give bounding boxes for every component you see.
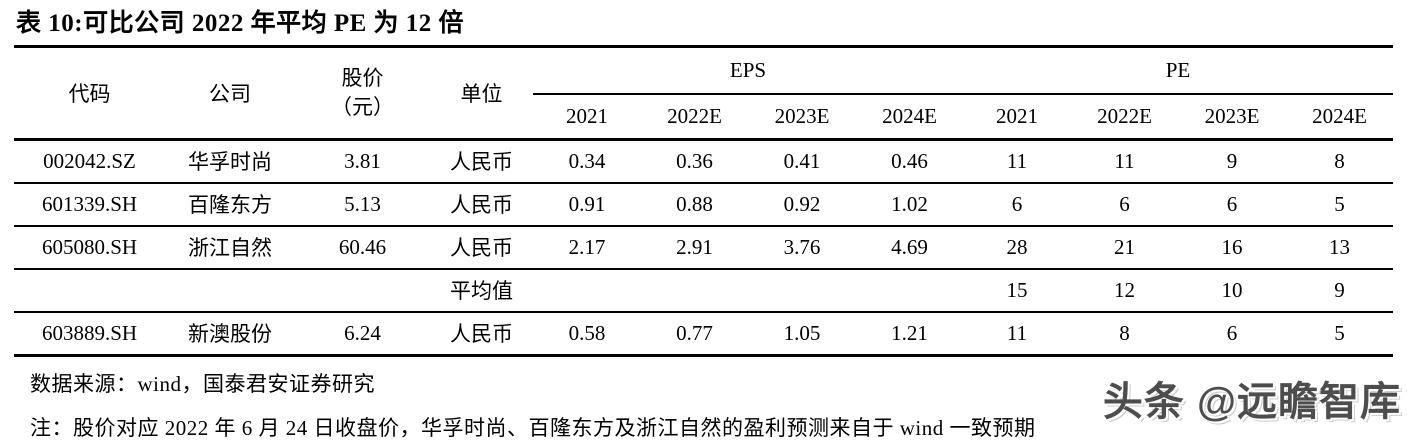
cell-company-empty — [165, 268, 295, 313]
cell-pe-2021: 28 — [963, 225, 1071, 270]
table-row-average: 平均值 15 12 10 9 — [14, 268, 1394, 313]
cell-pe-2023e: 6 — [1178, 311, 1286, 357]
data-source-note: 数据来源：wind，国泰君安证券研究 — [30, 371, 375, 396]
cell-pe-2024e: 5 — [1286, 182, 1394, 227]
cell-eps-2024e: 4.69 — [856, 225, 963, 270]
cell-unit: 人民币 — [430, 311, 533, 357]
cell-unit: 人民币 — [430, 182, 533, 227]
cell-eps-2022e-empty — [641, 268, 748, 313]
price-header-line1: 股价 — [341, 66, 384, 91]
eps-year-2021: 2021 — [533, 93, 641, 141]
pe-year-2022e: 2022E — [1071, 93, 1178, 141]
cell-company: 华孚时尚 — [165, 139, 295, 184]
cell-price: 6.24 — [295, 311, 430, 357]
cell-eps-2024e: 1.02 — [856, 182, 963, 227]
cell-eps-2024e-empty — [856, 268, 963, 313]
col-header-price: 股价 （元） — [295, 46, 430, 141]
table-row-huafu: 002042.SZ 华孚时尚 3.81 人民币 0.34 0.36 0.41 0… — [14, 139, 1394, 184]
cell-price: 60.46 — [295, 225, 430, 270]
cell-eps-2022e: 0.88 — [641, 182, 748, 227]
cell-company: 浙江自然 — [165, 225, 295, 270]
cell-pe-2023e: 6 — [1178, 182, 1286, 227]
cell-average-label: 平均值 — [430, 268, 533, 313]
pe-year-2021: 2021 — [963, 93, 1071, 141]
cell-eps-2021: 0.91 — [533, 182, 641, 227]
cell-code: 605080.SH — [14, 225, 165, 270]
cell-company: 百隆东方 — [165, 182, 295, 227]
cell-pe-2022e: 11 — [1071, 139, 1178, 184]
cell-price: 3.81 — [295, 139, 430, 184]
group-header-eps: EPS — [533, 46, 963, 95]
eps-year-2022e: 2022E — [641, 93, 748, 141]
cell-pe-2023e: 16 — [1178, 225, 1286, 270]
cell-unit: 人民币 — [430, 139, 533, 184]
cell-pe-2022e: 21 — [1071, 225, 1178, 270]
cell-code-empty — [14, 268, 165, 313]
cell-eps-2021-empty — [533, 268, 641, 313]
cell-eps-2024e: 1.21 — [856, 311, 963, 357]
cell-avg-pe-2024e: 9 — [1286, 268, 1394, 313]
table-row-xinao: 603889.SH 新澳股份 6.24 人民币 0.58 0.77 1.05 1… — [14, 311, 1394, 357]
eps-year-2023e: 2023E — [748, 93, 856, 141]
cell-code: 601339.SH — [14, 182, 165, 227]
cell-pe-2021: 11 — [963, 311, 1071, 357]
cell-price-empty — [295, 268, 430, 313]
cell-pe-2021: 11 — [963, 139, 1071, 184]
cell-code: 603889.SH — [14, 311, 165, 357]
header-years-row: 2021 2022E 2023E 2024E 2021 2022E 2023E … — [14, 93, 1394, 141]
pe-year-2024e: 2024E — [1286, 93, 1394, 141]
cell-price: 5.13 — [295, 182, 430, 227]
cell-eps-2021: 0.34 — [533, 139, 641, 184]
cell-eps-2021: 0.58 — [533, 311, 641, 357]
cell-company: 新澳股份 — [165, 311, 295, 357]
cell-unit: 人民币 — [430, 225, 533, 270]
cell-pe-2022e: 6 — [1071, 182, 1178, 227]
watermark-toutiao-yuanzhan: 头条 @远瞻智库 — [1102, 380, 1401, 424]
cell-eps-2023e-empty — [748, 268, 856, 313]
cell-code: 002042.SZ — [14, 139, 165, 184]
cell-avg-pe-2023e: 10 — [1178, 268, 1286, 313]
pe-year-2023e: 2023E — [1178, 93, 1286, 141]
cell-eps-2022e: 0.36 — [641, 139, 748, 184]
col-header-unit: 单位 — [430, 46, 533, 141]
col-header-company: 公司 — [165, 46, 295, 141]
table-title: 表 10:可比公司 2022 年平均 PE 为 12 倍 — [16, 10, 465, 37]
eps-year-2024e: 2024E — [856, 93, 963, 141]
cell-eps-2023e: 3.76 — [748, 225, 856, 270]
cell-eps-2021: 2.17 — [533, 225, 641, 270]
cell-eps-2023e: 1.05 — [748, 311, 856, 357]
cell-pe-2024e: 5 — [1286, 311, 1394, 357]
cell-pe-2024e: 13 — [1286, 225, 1394, 270]
cell-eps-2024e: 0.46 — [856, 139, 963, 184]
cell-eps-2022e: 0.77 — [641, 311, 748, 357]
group-header-pe: PE — [963, 46, 1394, 95]
cell-pe-2022e: 8 — [1071, 311, 1178, 357]
col-header-code: 代码 — [14, 46, 165, 141]
header-group-row: 代码 公司 股价 （元） 单位 EPS PE — [14, 46, 1394, 141]
cell-eps-2023e: 0.92 — [748, 182, 856, 227]
cell-avg-pe-2021: 15 — [963, 268, 1071, 313]
cell-eps-2022e: 2.91 — [641, 225, 748, 270]
cell-eps-2023e: 0.41 — [748, 139, 856, 184]
table-row-bailong: 601339.SH 百隆东方 5.13 人民币 0.91 0.88 0.92 1… — [14, 182, 1394, 227]
cell-pe-2023e: 9 — [1178, 139, 1286, 184]
table-row-zhejiang: 605080.SH 浙江自然 60.46 人民币 2.17 2.91 3.76 … — [14, 225, 1394, 270]
comparable-companies-table: 代码 公司 股价 （元） 单位 EPS PE 2021 2022E 2023E … — [14, 44, 1394, 357]
price-header-line2: （元） — [331, 94, 394, 119]
cell-pe-2024e: 8 — [1286, 139, 1394, 184]
cell-avg-pe-2022e: 12 — [1071, 268, 1178, 313]
cell-pe-2021: 6 — [963, 182, 1071, 227]
